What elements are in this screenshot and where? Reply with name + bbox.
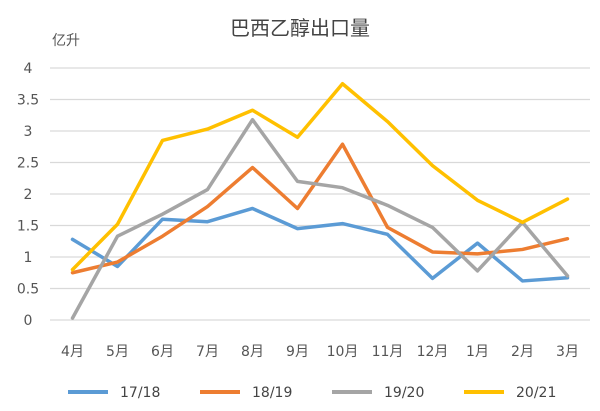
legend-label: 19/20 (384, 385, 424, 401)
y-tick-label: 1.5 (17, 219, 39, 235)
y-tick-label: 0 (24, 313, 33, 329)
x-tick-label: 4月 (61, 344, 84, 360)
y-tick-label: 3 (24, 124, 33, 140)
legend-label: 18/19 (252, 385, 292, 401)
x-tick-label: 8月 (241, 344, 264, 360)
series-line-20-21 (70, 82, 570, 272)
x-tick-label: 5月 (106, 344, 129, 360)
series-line-19-20 (70, 117, 570, 320)
legend-label: 20/21 (516, 385, 556, 401)
x-tick-label: 11月 (372, 344, 404, 360)
x-tick-label: 1月 (466, 344, 489, 360)
y-tick-label: 4 (24, 61, 33, 77)
y-tick-label: 0.5 (17, 282, 39, 298)
y-tick-label: 3.5 (17, 93, 39, 109)
y-axis-label: 亿升 (52, 33, 80, 49)
y-tick-label: 2.5 (17, 156, 39, 172)
series-line-18-19 (70, 142, 570, 275)
x-tick-label: 10月 (327, 344, 359, 360)
chart-title: 巴西乙醇出口量 (230, 16, 370, 40)
legend-label: 17/18 (120, 385, 160, 401)
x-tick-label: 2月 (511, 344, 534, 360)
x-tick-label: 3月 (556, 344, 579, 360)
x-tick-label: 7月 (196, 344, 219, 360)
series-line-17-18 (70, 206, 570, 283)
x-tick-label: 12月 (417, 344, 449, 360)
x-tick-label: 9月 (286, 344, 309, 360)
x-tick-label: 6月 (151, 344, 174, 360)
y-tick-label: 1 (24, 250, 33, 266)
y-tick-label: 2 (24, 187, 33, 203)
